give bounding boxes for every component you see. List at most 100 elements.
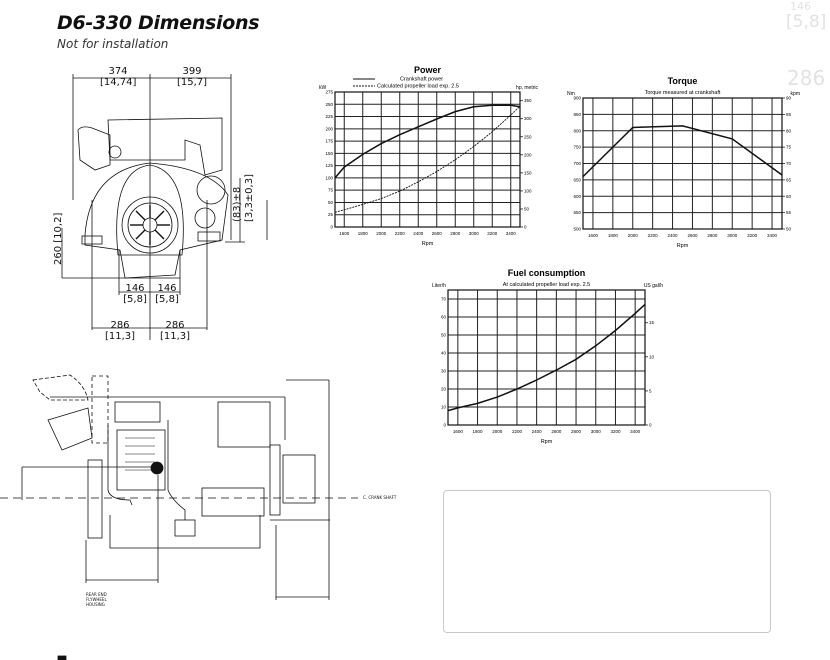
y-tick-label: 50: [441, 333, 447, 338]
y-tick-label: 650: [573, 177, 581, 182]
x-tick-label: 3200: [487, 231, 498, 236]
x-tick-label: 1800: [473, 429, 484, 434]
y-axis-right-label: kpm: [791, 91, 800, 97]
y-axis-right-label: US gal/h: [644, 283, 663, 289]
y-tick-label: 40: [441, 351, 447, 356]
dim-value: 146: [125, 283, 145, 294]
dim-width-right: 399 [15,7]: [174, 66, 210, 88]
plot-frame: [447, 289, 646, 426]
y-tick-label: 100: [325, 175, 333, 180]
dim-value-inch: [10,2]: [53, 212, 64, 243]
chart-title: Fuel consumption: [508, 268, 586, 278]
y-tick-label: 0: [443, 423, 446, 428]
x-tick-label: 1600: [588, 233, 599, 238]
y-right-tick-label: 70: [786, 161, 792, 166]
dim-base-left: 286 [11,3]: [102, 320, 138, 342]
x-tick-label: 3000: [591, 429, 602, 434]
y-right-tick-label: 350: [524, 98, 532, 103]
x-tick-label: 2200: [648, 233, 659, 238]
y-tick-label: 850: [573, 112, 581, 117]
dim-value: 286: [165, 320, 185, 331]
fuel-consumption-chart: Fuel consumption At calculated propeller …: [432, 268, 663, 445]
y-right-tick-label: 80: [786, 128, 792, 133]
page-title: D6-330 Dimensions: [57, 12, 260, 34]
x-tick-label: 2000: [628, 233, 639, 238]
y-tick-label: 75: [328, 188, 334, 193]
dim-value-inch: [5,8]: [155, 294, 179, 305]
y-right-tick-label: 60: [786, 194, 792, 199]
dim-width-left: 374 [14,74]: [100, 66, 136, 88]
dim-height-offset: (83)±8: [232, 187, 243, 222]
info-box: [443, 490, 771, 633]
x-tick-label: 1600: [453, 429, 464, 434]
series-line: [334, 105, 521, 213]
x-tick-label: 3000: [727, 233, 738, 238]
y-right-tick-label: 50: [524, 206, 530, 211]
y-tick-label: 125: [325, 163, 333, 168]
dim-value: 374: [108, 66, 128, 77]
chart-title: Power: [414, 65, 442, 75]
y-tick-label: 60: [441, 315, 447, 320]
y-axis-label: kW: [319, 85, 327, 91]
y-right-tick-label: 5: [649, 388, 652, 393]
dim-value-inch: [14,74]: [100, 77, 137, 88]
side-view-drawing: [0, 374, 358, 660]
dim-value: 286: [110, 320, 130, 331]
dim-height-offset-inch: [3,3±0,3]: [244, 174, 255, 222]
y-tick-label: 250: [325, 102, 333, 107]
y-right-tick-label: 10: [649, 354, 655, 359]
dim-value: 399: [182, 66, 202, 77]
x-tick-label: 2600: [687, 233, 698, 238]
front-view-drawing: [61, 74, 268, 340]
y-tick-label: 275: [325, 90, 333, 95]
x-tick-label: 2200: [395, 231, 406, 236]
y-tick-label: 30: [441, 369, 447, 374]
x-tick-label: 2800: [450, 231, 461, 236]
y-right-tick-label: 65: [786, 177, 792, 182]
y-tick-label: 10: [441, 405, 447, 410]
dim-mount-right: 146 [5,8]: [152, 283, 182, 305]
x-axis-label: Rpm: [541, 439, 553, 445]
y-tick-label: 150: [325, 151, 333, 156]
y-tick-label: 25: [328, 212, 334, 217]
legend-label: Crankshaft power: [400, 77, 443, 83]
y-right-tick-label: 150: [524, 170, 532, 175]
dim-value-inch: [11,3]: [159, 331, 191, 342]
x-tick-label: 2200: [512, 429, 523, 434]
dim-value-inch: [15,7]: [176, 77, 208, 88]
x-tick-label: 2400: [668, 233, 679, 238]
chart-subtitle: At calculated propeller load exp. 2.5: [503, 282, 590, 288]
y-tick-label: 70: [441, 297, 447, 302]
y-right-tick-label: 300: [524, 116, 532, 121]
y-tick-label: 0: [330, 225, 333, 230]
x-tick-label: 3000: [469, 231, 480, 236]
plot-frame: [334, 91, 521, 228]
y-right-tick-label: 0: [524, 225, 527, 230]
ghost-dimension: [5,8]: [786, 12, 827, 32]
x-axis-label: Rpm: [677, 243, 689, 249]
page-subtitle: Not for installation: [57, 37, 169, 51]
dim-value-inch: [11,3]: [104, 331, 136, 342]
x-tick-label: 2400: [413, 231, 424, 236]
y-right-tick-label: 50: [786, 227, 792, 232]
ghost-dimension: 146: [790, 0, 811, 13]
y-tick-label: 20: [441, 387, 447, 392]
flywheel-label: REAR END FLYWHEEL HOUSING: [86, 592, 107, 607]
x-tick-label: 2800: [707, 233, 718, 238]
ghost-dimension: 286: [787, 66, 826, 90]
chart-subtitle: Torque measured at crankshaft: [645, 90, 721, 96]
series-line: [447, 303, 646, 412]
x-tick-label: 1800: [358, 231, 369, 236]
x-tick-label: 2000: [492, 429, 503, 434]
dim-value: 146: [157, 283, 177, 294]
plot-frame: [582, 97, 783, 230]
dim-value: (83)±8: [232, 186, 243, 222]
y-right-tick-label: 15: [649, 320, 655, 325]
x-tick-label: 2000: [376, 231, 387, 236]
x-tick-label: 3400: [506, 231, 517, 236]
x-tick-label: 2600: [432, 231, 443, 236]
x-tick-label: 3400: [630, 429, 641, 434]
x-tick-label: 2400: [532, 429, 543, 434]
y-tick-label: 50: [328, 200, 334, 205]
